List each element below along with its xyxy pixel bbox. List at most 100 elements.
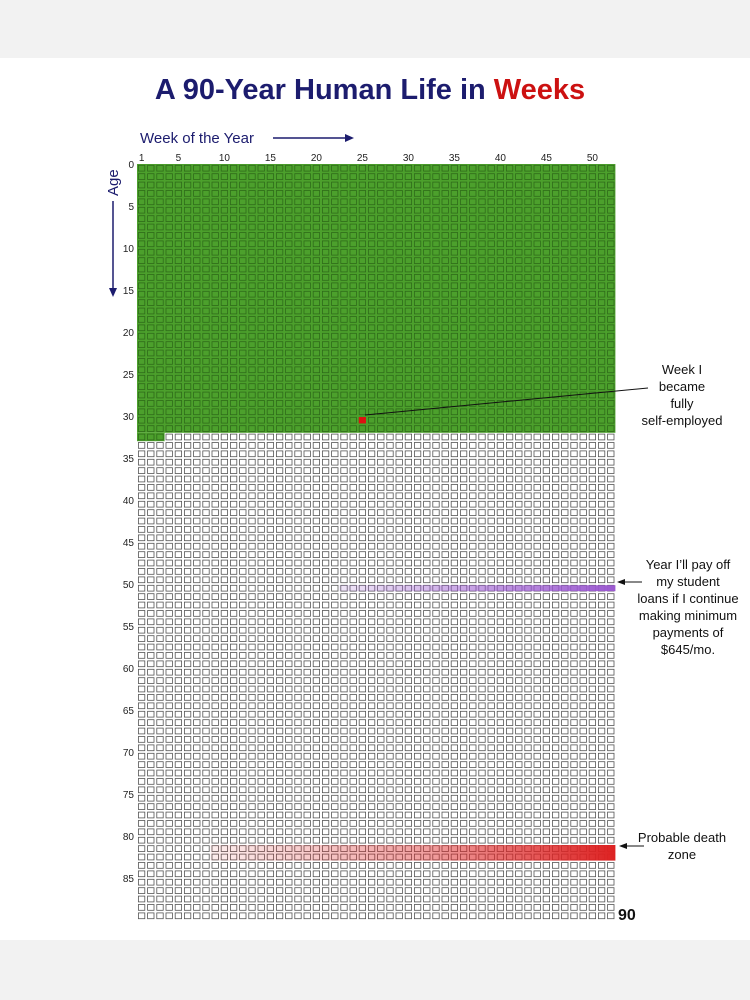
week-cell-lived [340,358,348,365]
week-cell [303,643,311,651]
week-cell [321,828,330,836]
week-cell [377,803,385,810]
week-cell [542,878,551,886]
week-cell-lived [137,173,146,180]
week-cell [349,828,357,836]
week-cell [598,660,606,668]
week-cell [275,912,284,920]
week-cell-lived [183,332,192,340]
week-cell [441,727,449,735]
week-cell [588,467,597,474]
week-cell [220,442,228,449]
week-cell-lived [469,274,477,281]
week-cell-lived [505,274,514,281]
week-cell [404,551,413,558]
week-cell [496,710,505,718]
week-cell-lived [275,374,284,382]
week-cell-lived [367,164,376,172]
week-cell [542,542,551,550]
week-cell [303,626,311,634]
week-cell [312,467,321,474]
week-cell [542,803,551,810]
week-cell-lived [183,341,192,348]
week-cell-lived [598,173,606,180]
week-cell-lived [349,173,357,180]
week-cell [450,803,459,810]
week-cell-lived [395,240,403,248]
week-cell-lived [211,349,219,357]
week-cell [588,593,597,600]
week-cell [386,618,394,626]
week-cell [395,601,403,609]
week-cell [487,862,495,869]
week-cell [312,786,321,794]
week-cell [598,895,606,903]
week-cell [294,542,302,550]
week-cell-lived [294,349,302,357]
week-cell [257,769,265,777]
week-cell [487,433,495,441]
week-cell-lived [156,282,164,290]
week-cell [294,484,302,491]
week-cell-lived [285,408,293,416]
week-cell [505,878,514,886]
week-cell [312,559,321,567]
week-cell-lived [432,232,440,239]
week-cell [515,534,523,542]
week-cell [478,517,486,525]
week-cell [367,635,376,642]
week-cell [321,702,330,710]
week-cell [561,542,569,550]
week-cell [285,652,293,659]
week-cell-lived [450,366,459,374]
week-cell-lived [193,232,201,239]
week-cell [211,677,219,684]
week-cell-lived [450,374,459,382]
week-cell-lived [552,164,560,172]
week-cell [377,769,385,777]
week-cell-lived [404,198,413,206]
week-cell [248,744,256,752]
annotation-line: Week I [661,362,703,377]
week-cell [211,794,219,802]
week-cell [450,744,459,752]
week-cell [285,820,293,827]
week-cell-lived [579,223,587,231]
week-cell-lived [211,316,219,323]
week-cell-lived [395,349,403,357]
week-cell [496,694,505,701]
week-cell [275,635,284,642]
week-cell [220,458,228,466]
week-cell [515,719,523,726]
week-cell [183,475,192,483]
week-cell [487,668,495,676]
annotation-line: Probable death [637,830,727,845]
week-cell [524,635,532,642]
week-cell [542,601,551,609]
week-cell-lived [533,206,541,214]
week-cell-lived [285,416,293,424]
week-cell [487,887,495,894]
week-cell [331,568,339,575]
week-cell-lived [515,215,523,222]
week-cell-lived [413,316,422,323]
week-cell [211,668,219,676]
week-cell [321,643,330,651]
week-cell-lived [165,358,173,365]
week-cell [321,576,330,584]
week-cell-lived [275,232,284,239]
week-cell-lived [515,391,523,399]
week-cell [386,551,394,558]
week-cell-lived [469,198,477,206]
week-cell [183,433,192,441]
week-cell [413,526,422,533]
week-cell [441,912,449,920]
week-cell-lived [229,181,238,189]
week-cell [607,492,615,500]
week-cell-lived [303,248,311,256]
week-cell-lived [524,290,532,298]
week-cell [229,500,238,508]
week-cell [552,450,560,458]
week-cell [220,467,228,474]
week-cell [239,786,247,794]
